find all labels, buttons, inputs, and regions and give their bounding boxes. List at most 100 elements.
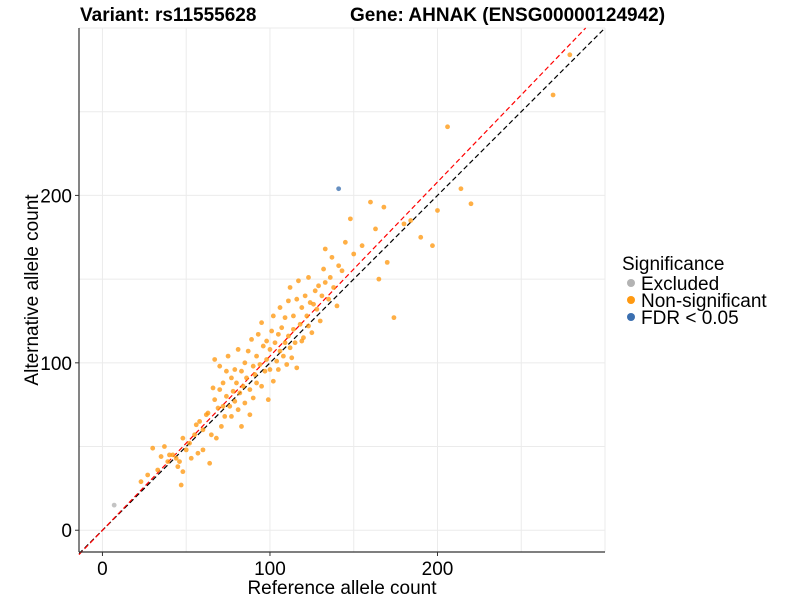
data-point — [301, 335, 306, 341]
data-point — [329, 254, 335, 260]
data-points — [111, 52, 573, 508]
data-point — [173, 455, 179, 461]
data-point — [347, 216, 353, 222]
data-point — [287, 345, 293, 351]
data-point — [239, 424, 244, 429]
data-point — [550, 92, 556, 98]
data-point — [239, 368, 244, 374]
data-point — [316, 283, 321, 289]
data-point — [193, 422, 199, 428]
data-point — [215, 405, 221, 411]
data-point — [311, 301, 316, 307]
data-point — [177, 459, 182, 464]
data-point — [314, 306, 320, 312]
data-point — [309, 330, 315, 336]
data-point — [145, 472, 151, 478]
data-point — [458, 186, 464, 192]
data-point — [373, 226, 378, 232]
reference-line-fit — [78, 27, 587, 556]
data-point — [277, 305, 283, 310]
data-point — [252, 372, 258, 377]
data-point — [213, 435, 219, 441]
y-axis-title: Alternative allele count — [22, 194, 43, 386]
data-point — [306, 323, 311, 329]
data-point — [257, 362, 263, 367]
data-point — [155, 467, 161, 473]
data-point — [274, 358, 280, 364]
data-point — [270, 313, 276, 319]
data-point — [259, 320, 264, 326]
data-point — [291, 313, 296, 319]
data-point — [260, 343, 266, 349]
data-point — [232, 398, 238, 404]
data-point — [381, 204, 387, 210]
data-point — [217, 387, 223, 393]
x-axis-title: Reference allele count — [247, 578, 437, 599]
data-point — [242, 360, 248, 366]
data-point — [408, 218, 414, 223]
data-point — [175, 464, 181, 470]
data-point — [275, 367, 281, 372]
data-point — [277, 348, 283, 354]
data-point — [210, 385, 216, 391]
data-point — [229, 413, 234, 419]
data-point — [205, 410, 211, 416]
data-point — [227, 403, 233, 409]
x-tick-label: 200 — [422, 559, 454, 580]
data-point — [254, 380, 259, 386]
data-point — [279, 325, 285, 331]
data-point — [418, 234, 424, 240]
data-point — [111, 502, 117, 508]
y-tick-label: 0 — [61, 521, 72, 542]
data-point — [222, 413, 228, 419]
data-point — [334, 303, 340, 309]
data-point — [317, 318, 323, 324]
x-tick-label: 0 — [97, 559, 108, 580]
data-point — [162, 444, 167, 449]
data-point — [264, 357, 270, 362]
data-point — [435, 208, 440, 213]
data-point — [336, 186, 342, 192]
data-point — [200, 427, 206, 433]
data-point — [368, 199, 373, 205]
data-point — [180, 435, 186, 441]
data-point — [321, 266, 326, 272]
data-point — [234, 380, 239, 386]
data-point — [336, 263, 342, 269]
data-point — [247, 387, 253, 393]
data-point — [192, 432, 197, 438]
data-point — [265, 397, 271, 403]
data-point — [207, 460, 213, 466]
data-point — [249, 336, 254, 342]
data-point — [188, 455, 194, 461]
data-point — [212, 397, 218, 403]
data-point — [445, 124, 450, 130]
data-point — [245, 348, 251, 354]
data-point — [339, 268, 345, 274]
data-point — [255, 331, 261, 337]
data-point — [376, 276, 382, 282]
data-point — [319, 293, 325, 299]
data-point — [150, 445, 156, 451]
data-point — [322, 246, 328, 252]
data-point — [292, 340, 298, 346]
data-point — [195, 450, 201, 456]
data-point — [250, 363, 256, 369]
data-point — [224, 368, 229, 374]
data-point — [138, 479, 144, 485]
data-point — [299, 305, 305, 310]
data-point — [285, 298, 291, 304]
data-point — [384, 259, 390, 265]
data-point — [351, 251, 357, 257]
legend-label: FDR < 0.05 — [641, 308, 739, 329]
data-point — [180, 469, 186, 475]
data-point — [302, 293, 308, 299]
x-tick-label: 100 — [254, 559, 286, 580]
data-point — [220, 403, 226, 409]
data-point — [240, 383, 246, 389]
data-point — [224, 393, 229, 399]
data-point — [567, 52, 573, 58]
data-point — [235, 347, 241, 352]
data-point — [200, 447, 206, 453]
